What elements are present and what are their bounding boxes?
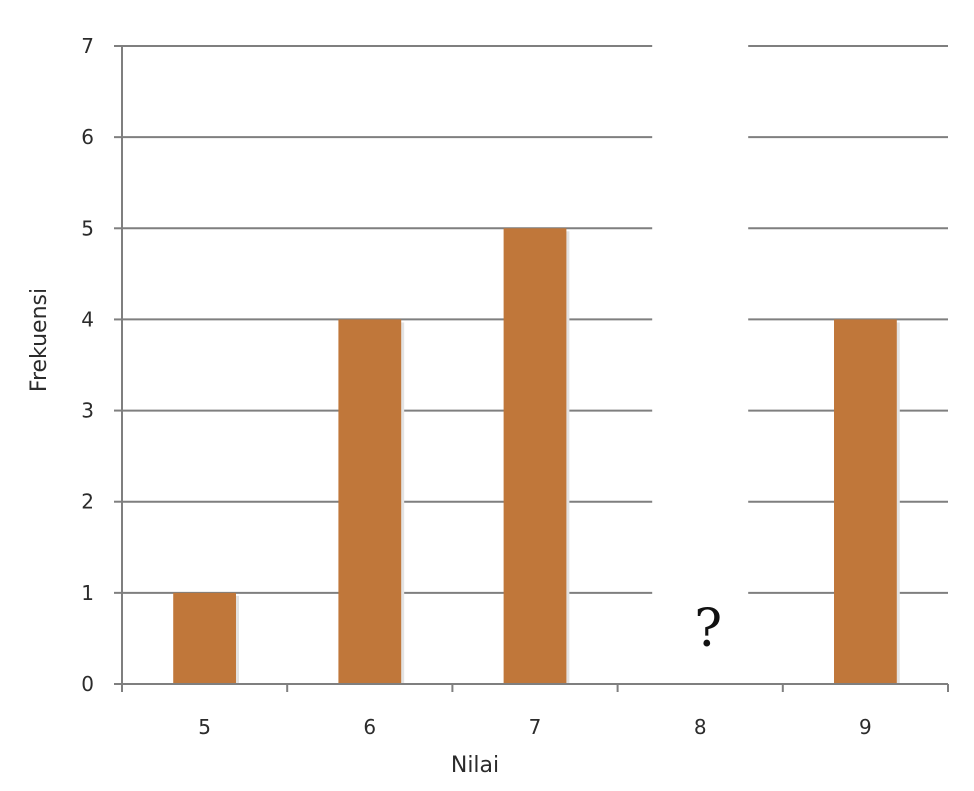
y-tick-label: 7 (81, 34, 94, 58)
x-tick-label: 8 (694, 715, 707, 739)
y-tick-label: 3 (81, 399, 94, 423)
axes (114, 46, 949, 692)
bars (173, 228, 900, 685)
y-tick-label: 1 (81, 581, 94, 605)
y-tick-label: 0 (81, 672, 94, 696)
x-axis-title: Nilai (451, 753, 499, 778)
hidden-bar-cover (652, 6, 749, 682)
y-tick-label: 6 (81, 125, 94, 149)
unknown-value-mark: ? (694, 599, 722, 659)
y-tick-label: 4 (81, 307, 94, 331)
y-tick-labels: 0 1 2 3 4 5 6 7 (81, 34, 94, 696)
bar-9 (834, 319, 897, 684)
x-tick-label: 5 (198, 715, 211, 739)
x-tick-labels: 5 6 7 8 9 (198, 715, 872, 739)
x-tick-label: 7 (529, 715, 542, 739)
bar-5 (173, 592, 236, 684)
y-tick-label: 5 (81, 216, 94, 240)
y-axis-title: Frekuensi (27, 288, 52, 392)
x-tick-label: 6 (363, 715, 376, 739)
x-tick-label: 9 (859, 715, 872, 739)
bar-6 (338, 319, 402, 684)
y-tick-label: 2 (81, 490, 94, 514)
bar-7 (503, 228, 567, 685)
